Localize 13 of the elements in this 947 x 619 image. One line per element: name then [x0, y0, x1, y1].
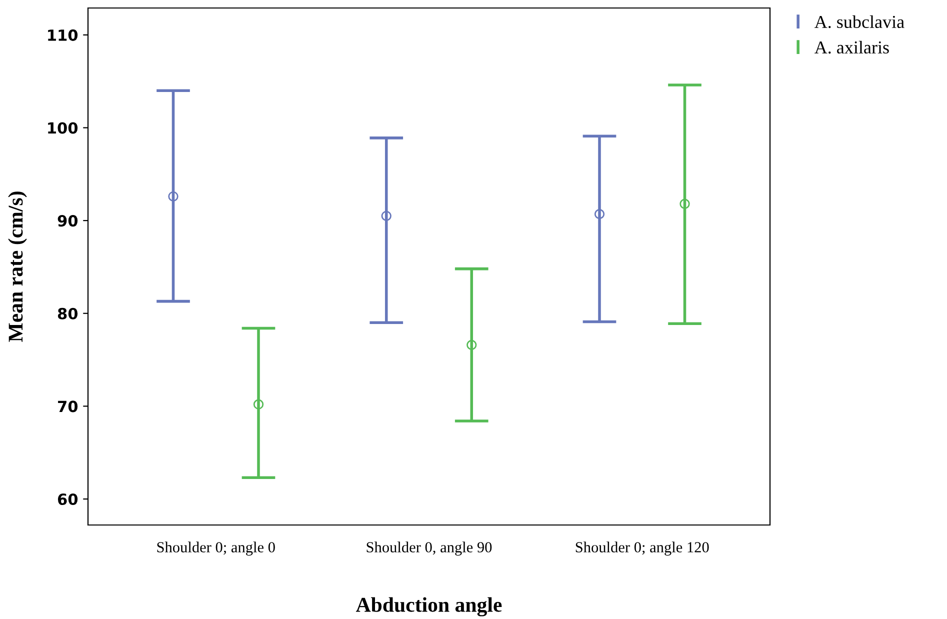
y-axis-title: Mean rate (cm/s)	[8, 192, 27, 342]
y-tick-label: 110	[48, 29, 78, 41]
y-tick-label: 70	[58, 400, 78, 412]
y-tick-label: 80	[58, 308, 78, 320]
legend-label: A. subclavia	[814, 15, 904, 28]
x-axis-title: Abduction angle	[356, 597, 502, 616]
legend-label: A. axilaris	[814, 40, 889, 54]
y-tick-label: 90	[58, 215, 78, 227]
y-tick-label: 100	[48, 122, 78, 134]
x-tick-label: Shoulder 0, angle 90	[366, 542, 492, 556]
x-tick-label: Shoulder 0; angle 120	[576, 542, 709, 556]
x-tick-label: Shoulder 0; angle 0	[157, 542, 275, 556]
y-tick-label: 60	[58, 493, 78, 506]
